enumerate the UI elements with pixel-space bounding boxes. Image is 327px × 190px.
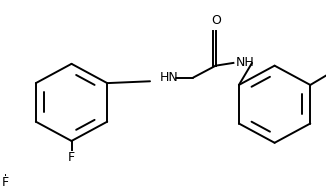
Text: F: F — [68, 151, 75, 164]
Text: F: F — [1, 176, 9, 188]
Text: O: O — [211, 14, 221, 27]
Text: HN: HN — [160, 71, 179, 84]
Text: NH: NH — [235, 56, 254, 69]
